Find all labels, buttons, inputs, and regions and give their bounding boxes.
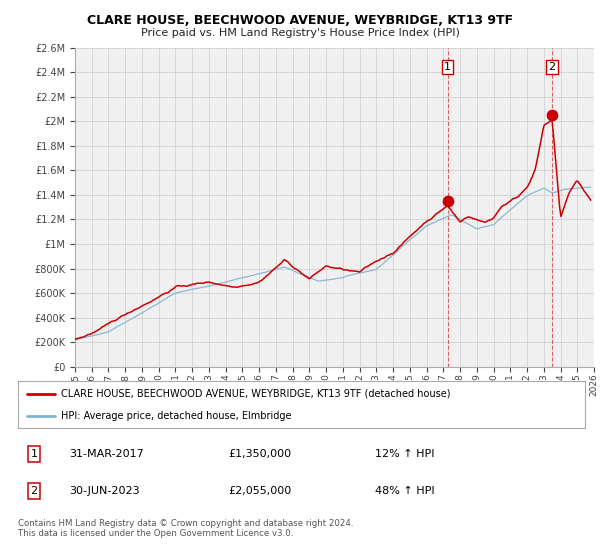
Text: 2: 2	[548, 62, 556, 72]
Text: £2,055,000: £2,055,000	[228, 486, 291, 496]
Text: 2: 2	[31, 486, 37, 496]
Text: CLARE HOUSE, BEECHWOOD AVENUE, WEYBRIDGE, KT13 9TF (detached house): CLARE HOUSE, BEECHWOOD AVENUE, WEYBRIDGE…	[61, 389, 450, 399]
Text: HPI: Average price, detached house, Elmbridge: HPI: Average price, detached house, Elmb…	[61, 410, 291, 421]
Text: 31-MAR-2017: 31-MAR-2017	[69, 449, 144, 459]
Text: Contains HM Land Registry data © Crown copyright and database right 2024.: Contains HM Land Registry data © Crown c…	[18, 519, 353, 528]
Text: 12% ↑ HPI: 12% ↑ HPI	[375, 449, 435, 459]
Text: 48% ↑ HPI: 48% ↑ HPI	[375, 486, 435, 496]
Text: 1: 1	[444, 62, 451, 72]
Text: Price paid vs. HM Land Registry's House Price Index (HPI): Price paid vs. HM Land Registry's House …	[140, 28, 460, 38]
Point	[547, 110, 557, 119]
Text: 30-JUN-2023: 30-JUN-2023	[69, 486, 140, 496]
Point	[443, 197, 452, 206]
Text: 1: 1	[31, 449, 37, 459]
Text: This data is licensed under the Open Government Licence v3.0.: This data is licensed under the Open Gov…	[18, 529, 293, 538]
Text: £1,350,000: £1,350,000	[228, 449, 291, 459]
Text: CLARE HOUSE, BEECHWOOD AVENUE, WEYBRIDGE, KT13 9TF: CLARE HOUSE, BEECHWOOD AVENUE, WEYBRIDGE…	[87, 14, 513, 27]
